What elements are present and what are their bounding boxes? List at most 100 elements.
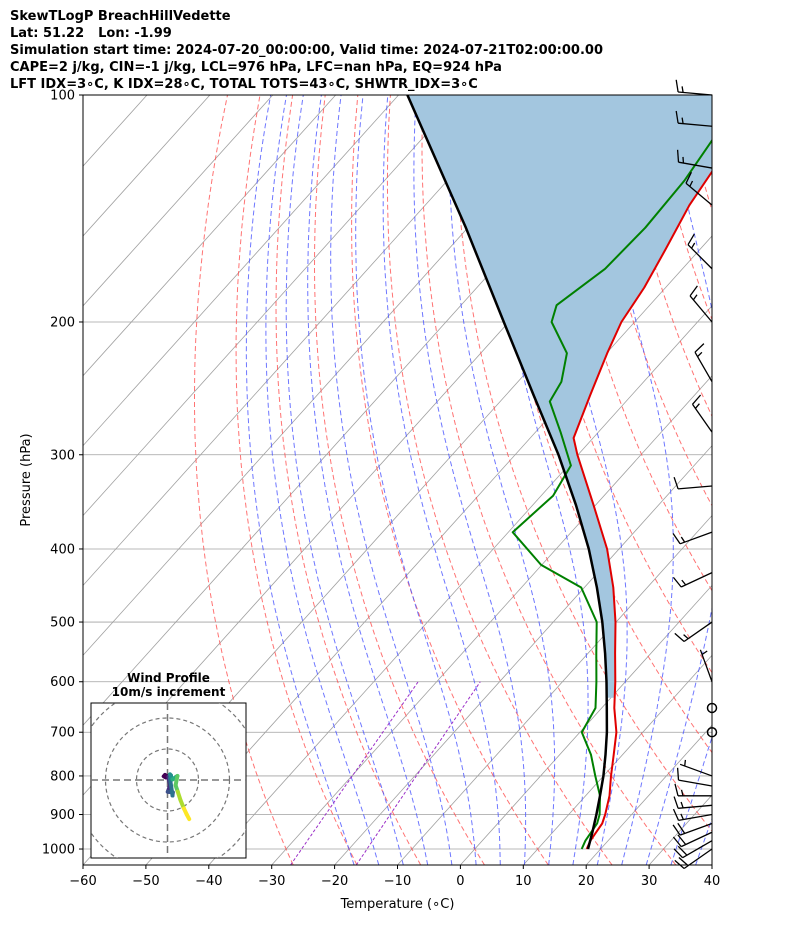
x-axis-label: Temperature (∘C)	[340, 897, 455, 912]
wind-barb-flag	[694, 343, 705, 353]
wind-barb-flag	[674, 632, 685, 642]
moist-adiabat	[382, 95, 501, 865]
y-tick-label: 500	[50, 616, 75, 631]
moist-adiabat	[355, 95, 477, 865]
wind-barb-half-flag	[697, 351, 703, 358]
wind-barb-flag	[674, 783, 679, 796]
moist-adiabat	[307, 95, 429, 865]
wind-barb-staff	[678, 813, 713, 822]
dry-adiabat	[749, 95, 794, 865]
wind-barb-flag	[674, 859, 685, 869]
wind-barb-half-flag	[701, 650, 708, 656]
isotherm-line	[208, 305, 712, 865]
wind-barb-flag	[676, 149, 680, 163]
wind-barbs	[672, 79, 718, 870]
wind-barb-half-flag	[681, 579, 687, 586]
wind-barb-half-flag	[690, 242, 696, 249]
dry-adiabat	[716, 95, 794, 865]
wind-barb-half-flag	[681, 117, 684, 124]
wind-barb	[672, 572, 713, 588]
wind-barb-flag	[677, 822, 686, 834]
wind-barb-flag	[678, 857, 689, 867]
x-tick-label: −10	[384, 874, 411, 889]
wind-barb	[699, 649, 713, 682]
wind-barb-staff	[685, 182, 713, 206]
wind-barb	[672, 831, 713, 848]
isotherm-line	[145, 235, 712, 865]
isotherm-line	[271, 375, 712, 865]
wind-barb-staff	[678, 804, 713, 809]
wind-barb-half-flag	[680, 536, 686, 543]
cape-line: CAPE=2 j/kg, CIN=-1 j/kg, LCL=976 hPa, L…	[10, 60, 502, 75]
wind-barb-flag	[675, 79, 679, 93]
wind-barb-flag	[673, 796, 679, 809]
temperature-profile	[572, 169, 712, 850]
y-tick-label: 100	[50, 89, 75, 104]
isotherm-line	[523, 654, 712, 865]
y-tick-label: 900	[50, 808, 75, 823]
wind-barb-staff	[678, 122, 713, 127]
wind-barb	[674, 783, 713, 797]
wind-barb-staff	[683, 621, 713, 643]
wind-barb-flag	[673, 476, 679, 490]
dry-adiabat	[585, 95, 712, 507]
wind-barb-half-flag	[692, 294, 698, 301]
moist-adiabat	[245, 95, 355, 865]
wind-barb	[691, 394, 713, 433]
chart-header: SkewTLogP BreachHillVedette Lat: 51.22 Lo…	[10, 8, 603, 93]
wind-barb	[676, 767, 713, 787]
wind-barb-half-flag	[683, 634, 689, 640]
wind-barb-flag	[672, 836, 682, 848]
wind-barb-flag	[689, 285, 698, 297]
dry-adiabat	[421, 95, 677, 865]
moist-adiabat	[488, 95, 589, 865]
wind-barb-half-flag	[689, 180, 694, 187]
wind-barb-staff	[679, 822, 713, 836]
wind-barb	[689, 285, 713, 323]
x-tick-label: −30	[258, 874, 285, 889]
wind-barb	[675, 110, 713, 127]
wind-barb-flag	[687, 233, 695, 246]
wind-barb	[687, 233, 713, 270]
dry-adiabat	[386, 95, 613, 865]
isotherm-line	[334, 445, 712, 865]
wind-barb	[672, 808, 713, 822]
mixing-ratio-line	[355, 681, 481, 865]
isotherm-line	[397, 514, 712, 865]
dry-adiabat	[683, 95, 712, 213]
wind-barb-flag	[672, 824, 681, 836]
wind-barb-staff	[680, 572, 713, 588]
axes: −60 −50 −40 −30 −20 −10 0 10 20 30 40 1000 900 800 700…	[19, 89, 720, 913]
isotherm-line	[83, 95, 399, 447]
dry-adiabat	[351, 95, 549, 865]
simulation-time-line: Simulation start time: 2024-07-20_00:00:…	[10, 43, 603, 58]
cape-shading	[407, 95, 712, 698]
isotherm-line	[585, 724, 712, 865]
hodograph-title: Wind Profile	[127, 671, 210, 685]
isotherm-line	[83, 95, 211, 237]
y-axis-label: Pressure (hPa)	[19, 433, 34, 526]
dry-adiabat	[455, 95, 712, 832]
wind-barb-half-flag	[684, 759, 687, 767]
wind-barb-half-flag	[681, 86, 684, 93]
x-tick-label: 30	[641, 874, 658, 889]
x-tick-label: 10	[515, 874, 532, 889]
wind-barb	[672, 822, 713, 836]
wind-barb-staff	[678, 485, 713, 490]
wind-barb-half-flag	[680, 801, 684, 809]
y-tick-label: 1000	[42, 843, 75, 858]
wind-barb	[679, 759, 713, 777]
hodograph-ring	[135, 748, 200, 812]
hodograph-plot	[91, 703, 246, 858]
wind-barb-flag	[692, 394, 702, 405]
dry-adiabat	[275, 95, 422, 865]
x-tick-label: 40	[704, 874, 721, 889]
wind-barb-flag	[673, 848, 684, 859]
y-tick-label: 400	[50, 542, 75, 557]
wind-barb-flag	[672, 808, 680, 821]
wind-barb-staff	[687, 244, 713, 270]
x-tick-label: −20	[321, 874, 348, 889]
lon-label: Lon: -1.99	[98, 26, 172, 41]
sounding-profiles	[406, 95, 712, 850]
wind-barb-flag	[672, 576, 682, 588]
